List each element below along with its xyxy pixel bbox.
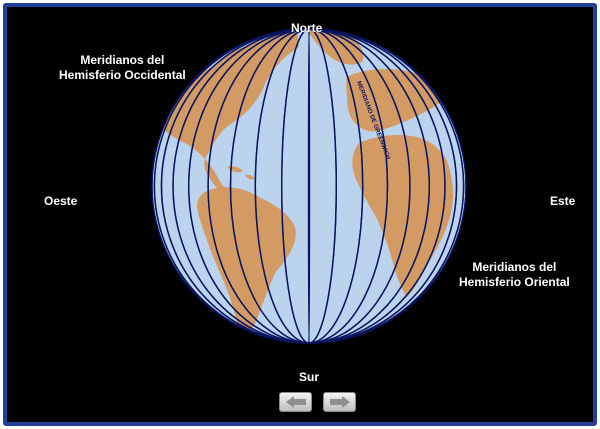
east-label: Este <box>550 194 576 208</box>
western-meridians-line2: Hemisferio Occidental <box>59 68 186 82</box>
western-meridians-line1: Meridianos del <box>80 53 165 67</box>
meridian-lines <box>151 28 467 344</box>
africa <box>352 135 454 297</box>
eastern-meridians-line2: Hemisferio Oriental <box>459 275 570 289</box>
arrow-left-icon <box>286 396 306 408</box>
north-label: Norte <box>291 21 323 35</box>
meridian-line <box>153 28 465 344</box>
caribbean-islands <box>227 166 255 180</box>
west-label: Oeste <box>44 194 78 208</box>
western-meridians-label: Meridianos del Hemisferio Occidental <box>59 53 186 83</box>
eastern-meridians-label: Meridianos del Hemisferio Oriental <box>459 260 570 290</box>
eastern-meridians-line1: Meridianos del <box>472 260 557 274</box>
meridian-line <box>307 28 311 344</box>
north-america <box>157 31 299 159</box>
south-label: Sur <box>299 370 320 384</box>
map-frame: MERIDIANO DE GREENWICH Norte Sur Oeste E… <box>3 3 597 426</box>
next-button[interactable] <box>323 392 356 412</box>
arrow-right-icon <box>330 396 350 408</box>
south-america <box>197 187 296 339</box>
previous-button[interactable] <box>279 392 312 412</box>
globe-diagram: MERIDIANO DE GREENWICH <box>151 28 467 344</box>
